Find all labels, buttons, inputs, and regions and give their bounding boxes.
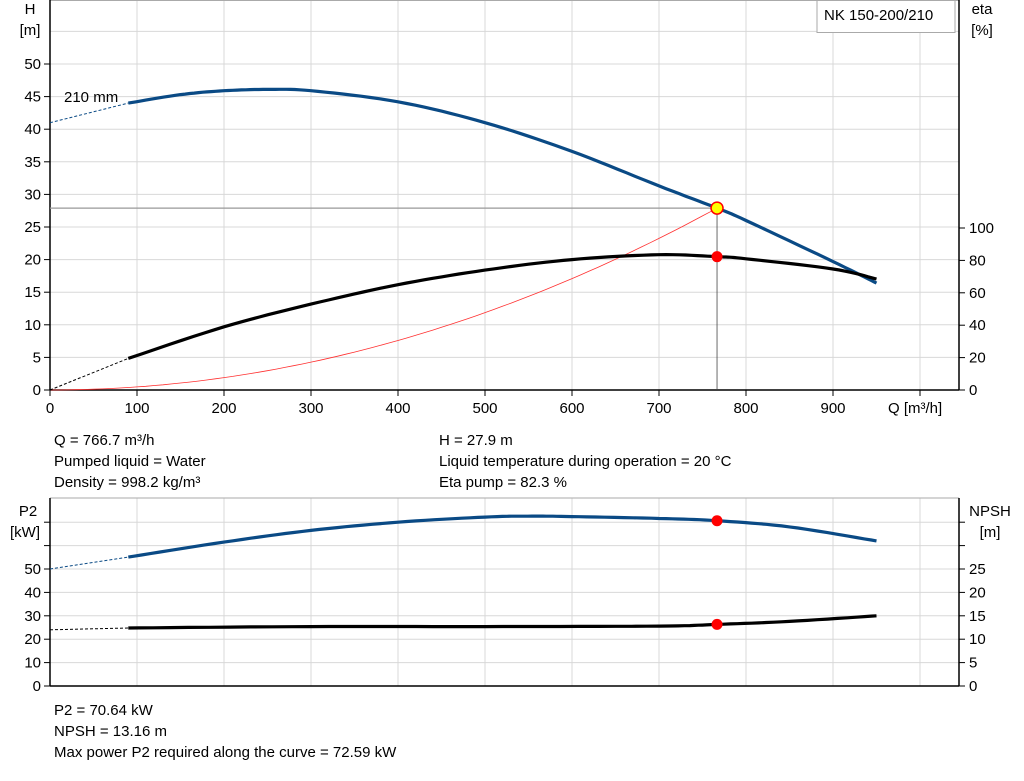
y-tick-label-left: 40 (24, 584, 41, 601)
y-tick-label-left: 30 (24, 186, 41, 203)
P2-curve-extrapolated (49, 556, 129, 570)
y-axis-label-right: NPSH (969, 503, 1011, 520)
y-tick-label-left: 5 (33, 349, 41, 366)
npsh-operating-point (711, 618, 723, 630)
y-tick-label-right: 40 (969, 317, 986, 334)
y-tick-label-right: 0 (969, 678, 977, 695)
y-tick-label-right: 100 (969, 220, 994, 237)
x-tick-label: 0 (46, 400, 54, 417)
y-tick-label-left: 50 (24, 561, 41, 578)
NPSH-curve (128, 614, 877, 630)
y-tick-label-left: 0 (33, 382, 41, 399)
y-tick-label-right: 5 (969, 655, 977, 672)
system-curve (50, 207, 718, 391)
H-curve (128, 87, 878, 285)
y-axis-label-left-unit: [m] (20, 22, 41, 39)
x-axis-label: Q [m³/h] (888, 400, 942, 417)
y-axis-label-right: eta (972, 1, 994, 18)
y-tick-label-right: 0 (969, 382, 977, 399)
y-tick-label-left: 40 (24, 121, 41, 138)
info-liquid: Pumped liquid = Water (54, 453, 206, 470)
info-eta: Eta pump = 82.3 % (439, 474, 567, 491)
eta-curve (127, 252, 877, 360)
y-tick-label-left: 25 (24, 219, 41, 236)
info-density: Density = 998.2 kg/m³ (54, 474, 201, 491)
x-tick-label: 600 (559, 400, 584, 417)
y-tick-label-right: 10 (969, 631, 986, 648)
chart-title: NK 150-200/210 (824, 7, 933, 24)
y-tick-label-left: 30 (24, 608, 41, 625)
duty-point (710, 201, 724, 215)
P2-curve (128, 514, 877, 559)
y-axis-label-left-unit: [kW] (10, 524, 40, 541)
p2-operating-point (711, 515, 723, 527)
title-box (816, 0, 956, 33)
y-axis-label-right-unit: [%] (971, 22, 993, 39)
y-tick-label-left: 50 (24, 56, 41, 73)
y-tick-label-right: 60 (969, 285, 986, 302)
y-tick-label-left: 15 (24, 284, 41, 301)
x-tick-label: 900 (820, 400, 845, 417)
y-axis-label-left: P2 (19, 503, 37, 520)
info-flow: Q = 766.7 m³/h (54, 432, 155, 449)
eta-operating-point (711, 251, 723, 263)
y-tick-label-right: 80 (969, 252, 986, 269)
H-curve-extrapolated (49, 102, 129, 124)
y-tick-label-left: 20 (24, 631, 41, 648)
curve-label: 210 mm (64, 89, 118, 106)
y-tick-label-left: 0 (33, 678, 41, 695)
x-tick-label: 400 (385, 400, 410, 417)
y-axis-label-left: H (25, 1, 36, 18)
x-tick-label: 800 (733, 400, 758, 417)
y-axis-label-right-unit: [m] (980, 524, 1001, 541)
y-tick-label-left: 10 (24, 317, 41, 334)
x-tick-label: 300 (298, 400, 323, 417)
x-tick-label: 200 (211, 400, 236, 417)
y-tick-label-left: 35 (24, 154, 41, 171)
info-p2: P2 = 70.64 kW (54, 702, 153, 719)
y-tick-label-right: 20 (969, 584, 986, 601)
info-max-p2: Max power P2 required along the curve = … (54, 744, 397, 761)
y-tick-label-left: 45 (24, 89, 41, 106)
y-tick-label-right: 15 (969, 608, 986, 625)
y-tick-label-left: 10 (24, 655, 41, 672)
NPSH-curve-extrapolated (49, 627, 129, 631)
y-tick-label-left: 20 (24, 252, 41, 269)
x-tick-label: 700 (646, 400, 671, 417)
info-npsh: NPSH = 13.16 m (54, 723, 167, 740)
info-head: H = 27.9 m (439, 432, 513, 449)
y-tick-label-right: 25 (969, 561, 986, 578)
eta-curve-extrapolated (49, 357, 129, 391)
x-tick-label: 100 (124, 400, 149, 417)
y-tick-label-right: 20 (969, 350, 986, 367)
info-temperature: Liquid temperature during operation = 20… (439, 453, 732, 470)
x-tick-label: 500 (472, 400, 497, 417)
